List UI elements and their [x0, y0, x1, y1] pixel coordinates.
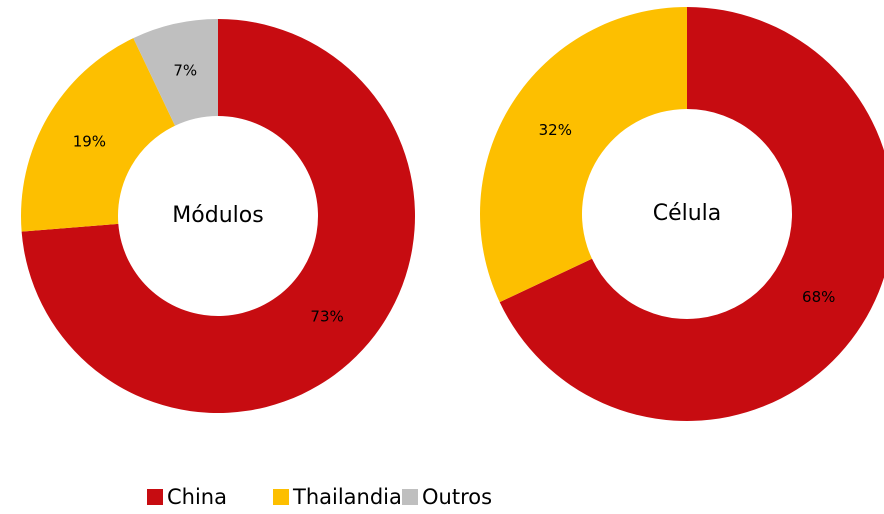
legend-label: Thailandia [292, 485, 402, 509]
legend-swatch [273, 489, 289, 505]
donut-segment [21, 38, 176, 232]
donut-segment [21, 19, 416, 413]
donut-segment [499, 7, 884, 421]
legend-swatch [402, 489, 418, 505]
legend-swatch [147, 489, 163, 505]
data-label: 7% [173, 62, 197, 80]
donut-segment [479, 7, 687, 303]
center-label: Célula [653, 201, 722, 226]
data-label: 19% [73, 132, 106, 150]
legend-label: Outros [422, 485, 492, 509]
data-label: 73% [310, 307, 343, 325]
data-label: 32% [539, 121, 572, 139]
donut-segment [133, 19, 218, 126]
data-label: 68% [802, 288, 835, 306]
legend-label: China [167, 485, 227, 509]
center-label: Módulos [172, 203, 263, 228]
